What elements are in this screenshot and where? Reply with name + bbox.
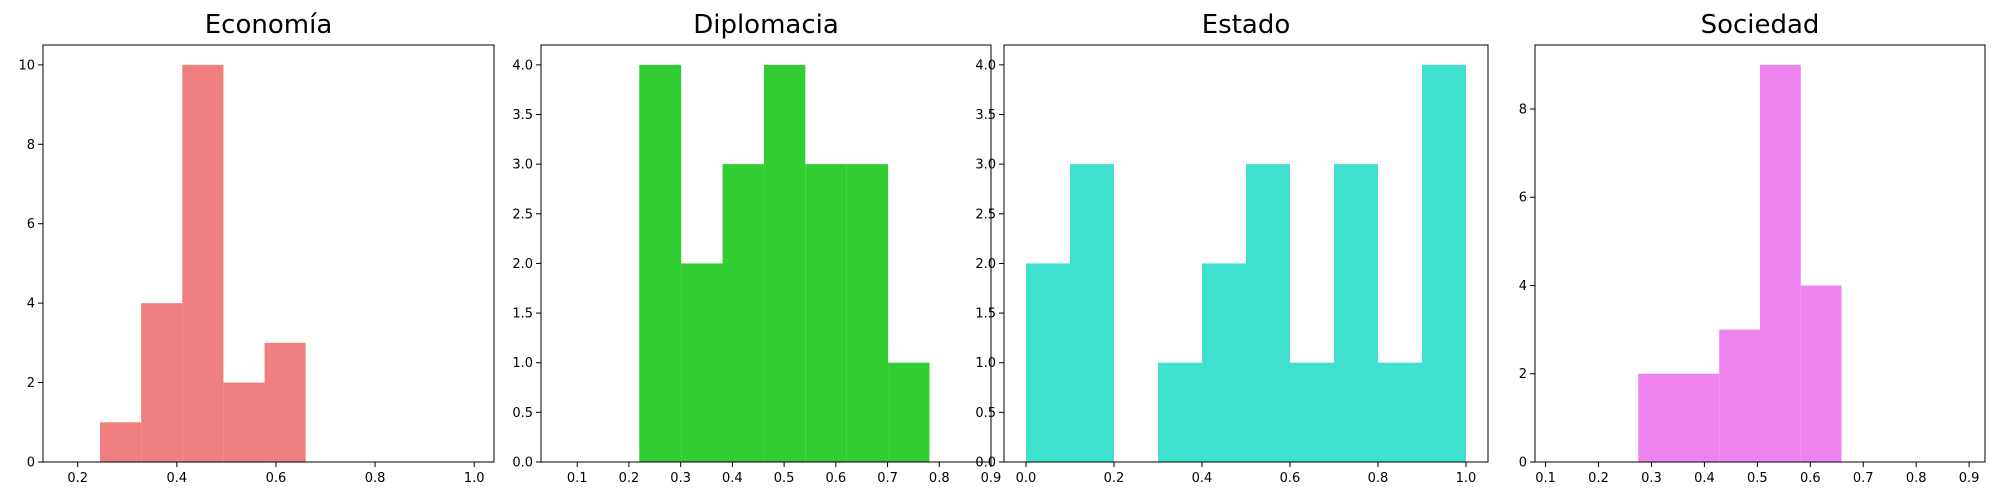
y-tick-label: 2.5 [975,207,996,222]
y-tick-label: 8 [27,138,35,153]
x-tick-label: 0.8 [365,471,386,486]
y-tick-label: 0.5 [512,406,533,421]
y-tick-label: 6 [27,217,35,232]
x-tick-label: 0.9 [1959,471,1980,486]
x-tick-label: 0.4 [1192,471,1213,486]
x-tick-label: 0.3 [1641,471,1662,486]
histogram-bar [888,362,930,462]
y-tick-label: 4.0 [975,58,996,73]
y-tick-label: 0 [27,456,35,471]
y-tick-label: 0.0 [975,456,996,471]
y-tick-label: 4 [1519,279,1527,294]
y-tick-label: 4.0 [512,58,533,73]
histogram-bar [223,382,265,462]
chart-title: Sociedad [1701,10,1820,40]
axes-frame [1003,44,1489,463]
y-tick-label: 3.0 [512,158,533,173]
histogram-bar [1422,64,1466,462]
histogram-bar [639,64,682,462]
axes-frame [1534,44,1986,463]
x-tick-label: 0.4 [1694,471,1715,486]
x-tick-label: 0.6 [266,471,287,486]
histogram-panel-4: Sociedad 0.1 0.2 0.3 0.4 0.5 0.6 0.7 0.8 0.9 0 2 4 6 8 [1519,10,1986,486]
y-tick-label: 0.0 [512,456,533,471]
chart-title: Economía [205,10,333,40]
histogram-bar [1158,362,1202,462]
histogram-bar [1719,329,1760,462]
histogram-panel-1: Economía 0.2 0.4 0.6 0.8 1.0 0 2 4 6 8 10 [18,10,495,486]
x-tick-label: 1.0 [1456,471,1477,486]
axes-frame [42,44,495,463]
histogram-bar [805,164,847,462]
y-tick-label: 3.0 [975,158,996,173]
histogram-bar [141,303,183,462]
x-tick-label: 0.8 [929,471,950,486]
y-tick-label: 6 [1519,191,1527,206]
y-tick-label: 4 [27,297,35,312]
chart-title: Estado [1202,10,1291,40]
y-tick-label: 3.5 [512,108,533,123]
x-tick-label: 0.6 [825,471,846,486]
histogram-panel-3: Estado 0.0 0.2 0.4 0.6 0.8 1.0 0.0 0.5 1.0 1.5 2.0 2… [975,10,1489,486]
y-tick-label: 1.0 [512,356,533,371]
histogram-bar [1202,263,1246,462]
y-tick-label: 2 [27,376,35,391]
y-tick-label: 1.5 [975,307,996,322]
x-tick-label: 0.4 [166,471,187,486]
x-tick-label: 0.2 [67,471,88,486]
histogram-bar [99,422,142,462]
histogram-bar [1026,263,1070,462]
histogram-bar [1638,373,1679,462]
x-tick-label: 0.2 [1104,471,1125,486]
x-tick-label: 0.6 [1800,471,1821,486]
histogram-bar [722,164,764,462]
x-tick-label: 0.0 [1016,471,1037,486]
x-tick-label: 0.8 [1906,471,1927,486]
histogram-bar [763,64,806,462]
histogram-bar [182,64,224,462]
histogram-bar [1378,362,1422,462]
histogram-bar [1800,285,1842,462]
x-tick-label: 0.3 [670,471,691,486]
histogram-bar [681,263,723,462]
y-tick-label: 3.5 [975,108,996,123]
y-tick-label: 0.5 [975,406,996,421]
y-tick-label: 10 [18,58,35,73]
histogram-bar [846,164,889,462]
histogram-bar [264,342,306,462]
y-tick-label: 2.0 [512,257,533,272]
axes-frame [540,44,992,463]
histogram-bar [1334,164,1378,462]
x-tick-label: 0.1 [567,471,588,486]
histogram-bar [1679,373,1720,462]
histogram-bar [1070,164,1114,462]
y-tick-label: 0 [1519,456,1527,471]
x-tick-label: 0.9 [981,471,1002,486]
x-tick-label: 0.4 [722,471,743,486]
y-tick-label: 2 [1519,367,1527,382]
x-tick-label: 0.7 [877,471,898,486]
x-tick-label: 0.2 [1588,471,1609,486]
histogram-bar [1246,164,1290,462]
x-tick-label: 0.5 [1747,471,1768,486]
histogram-bar [1760,64,1801,462]
histogram-bar [1290,362,1334,462]
x-tick-label: 1.0 [464,471,485,486]
x-tick-label: 0.5 [774,471,795,486]
x-tick-label: 0.6 [1280,471,1301,486]
x-tick-label: 0.7 [1853,471,1874,486]
x-tick-label: 0.1 [1535,471,1556,486]
y-tick-label: 8 [1519,102,1527,117]
y-tick-label: 2.0 [975,257,996,272]
x-tick-label: 0.2 [619,471,640,486]
y-tick-label: 1.0 [975,356,996,371]
x-tick-label: 0.8 [1368,471,1389,486]
chart-title: Diplomacia [693,10,839,40]
y-tick-label: 1.5 [512,307,533,322]
y-tick-label: 2.5 [512,207,533,222]
